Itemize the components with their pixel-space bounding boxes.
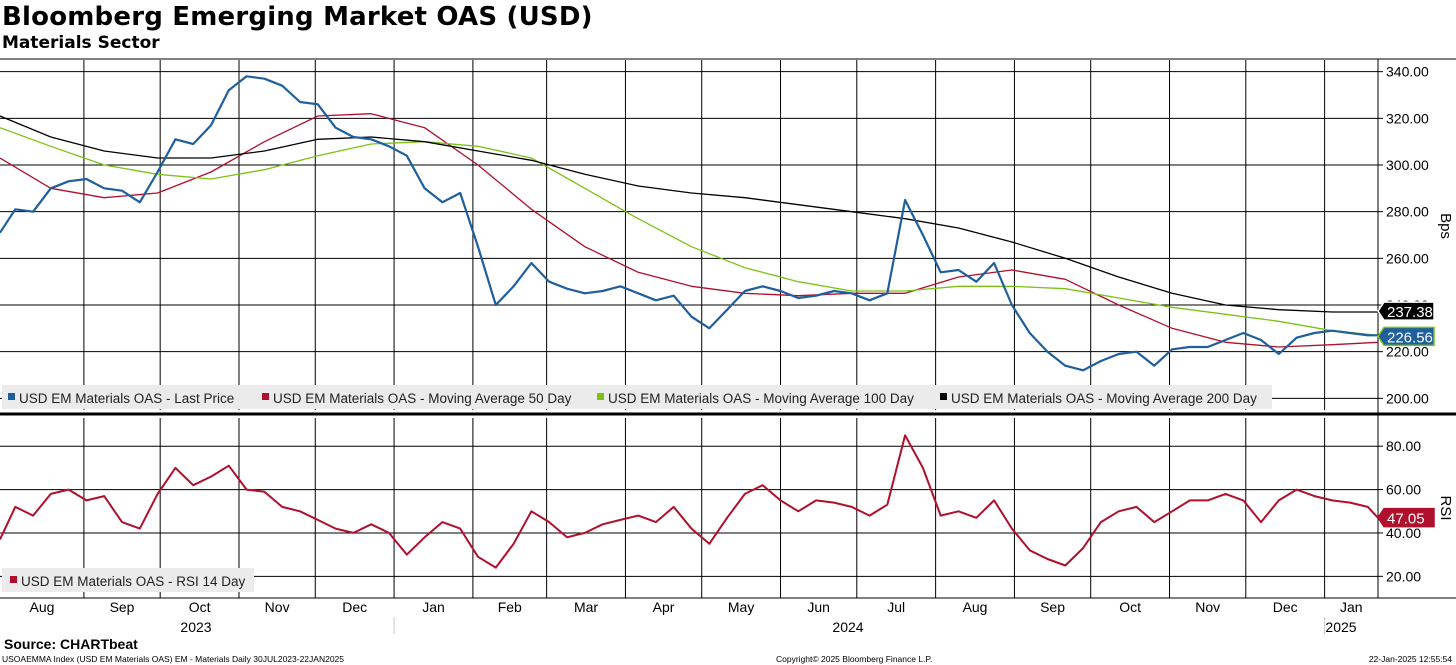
oas-ytick-label: 320.00 bbox=[1386, 110, 1429, 126]
legend-entry: USD EM Materials OAS - Last Price bbox=[19, 391, 234, 406]
month-tick-label: Jun bbox=[807, 599, 830, 615]
month-tick-label: Feb bbox=[498, 599, 522, 615]
month-tick-label: Nov bbox=[1195, 599, 1220, 615]
legend-swatch bbox=[597, 393, 604, 400]
oas-ytick-label: 340.00 bbox=[1386, 64, 1429, 80]
ma200-line bbox=[0, 115, 1378, 313]
legend-entry: USD EM Materials OAS - Moving Average 50… bbox=[273, 391, 572, 406]
year-label: 2023 bbox=[180, 619, 211, 635]
oas-ytick-label: 200.00 bbox=[1386, 390, 1429, 406]
month-tick-label: Aug bbox=[963, 599, 988, 615]
legend-entry: USD EM Materials OAS - RSI 14 Day bbox=[21, 574, 246, 589]
ma100-line bbox=[0, 127, 1379, 336]
oas-ytick-label: 300.00 bbox=[1386, 157, 1429, 173]
last-price-value-shape bbox=[1377, 326, 1435, 347]
source-label: Source: CHARTbeat bbox=[4, 636, 138, 652]
rsi-line bbox=[0, 434, 1379, 569]
last-price-value-text: 226.56 bbox=[1387, 329, 1433, 346]
month-tick-label: Jul bbox=[887, 599, 905, 615]
oas-series-group bbox=[0, 75, 1379, 372]
month-tick-label: Dec bbox=[1273, 599, 1298, 615]
rsi-ytick-label: 20.00 bbox=[1386, 568, 1421, 584]
footer-ticker-info: USOAEMMA Index (USD EM Materials OAS) EM… bbox=[2, 654, 345, 664]
oas-axis-label: Bps bbox=[1437, 213, 1454, 239]
month-tick-label: Sep bbox=[110, 599, 135, 615]
year-label: 2024 bbox=[832, 619, 863, 635]
month-tick-label: Jan bbox=[1340, 599, 1363, 615]
last-price-value: 226.56 bbox=[1377, 326, 1435, 347]
rsi-series-group bbox=[0, 434, 1379, 569]
month-tick-label: Oct bbox=[189, 599, 211, 615]
oas-ytick-label: 280.00 bbox=[1386, 204, 1429, 220]
month-tick-label: Jan bbox=[422, 599, 445, 615]
month-tick-label: Aug bbox=[30, 599, 55, 615]
ma50-line bbox=[0, 113, 1379, 348]
legend-group: USD EM Materials OAS - Last Price USD EM … bbox=[2, 385, 1272, 592]
ma200-last-value-text: 237.38 bbox=[1387, 304, 1433, 321]
legend-swatch bbox=[940, 393, 947, 400]
oas-ytick-label: 260.00 bbox=[1386, 250, 1429, 266]
month-tick-label: Apr bbox=[653, 599, 675, 615]
legend-entry: USD EM Materials OAS - Moving Average 10… bbox=[608, 391, 914, 406]
rsi-ytick-label: 60.00 bbox=[1386, 482, 1421, 498]
legend-swatch bbox=[262, 393, 269, 400]
ma200-last-value-shape bbox=[1377, 301, 1435, 321]
legend-swatch bbox=[8, 393, 15, 400]
last-price-line bbox=[0, 75, 1378, 372]
month-tick-label: Sep bbox=[1040, 599, 1065, 615]
chart-subtitle: Materials Sector bbox=[2, 33, 160, 53]
month-tick-label: May bbox=[728, 599, 754, 615]
last-value-badges: 237.38 226.56 47.05 bbox=[1377, 301, 1435, 528]
month-tick-label: Oct bbox=[1119, 599, 1141, 615]
rsi-legend-box bbox=[2, 568, 254, 592]
rsi-ytick-label: 40.00 bbox=[1386, 525, 1421, 541]
chart-frame bbox=[0, 58, 1456, 599]
rsi-ytick-label: 80.00 bbox=[1386, 438, 1421, 454]
year-label: 2025 bbox=[1325, 619, 1356, 635]
footer-copyright: Copyright© 2025 Bloomberg Finance L.P. bbox=[776, 654, 933, 664]
rsi-axis-label: RSI bbox=[1437, 495, 1454, 520]
rsi-last-value-text: 47.05 bbox=[1387, 511, 1425, 528]
rsi-last-value-shape bbox=[1377, 507, 1435, 528]
chart-title: Bloomberg Emerging Market OAS (USD) bbox=[2, 2, 593, 32]
oas-legend-box bbox=[2, 385, 1272, 409]
month-tick-label: Mar bbox=[574, 599, 598, 615]
axis-labels: Aug Sep Oct Nov Dec Jan Feb Mar Apr May Jun Jul Aug S… bbox=[30, 64, 1454, 635]
month-tick-label: Nov bbox=[265, 599, 290, 615]
oas-ytick-label: 220.00 bbox=[1386, 344, 1429, 360]
rsi-last-value: 47.05 bbox=[1377, 507, 1435, 528]
month-tick-label: Dec bbox=[342, 599, 367, 615]
footer-timestamp: 22-Jan-2025 12:55:54 bbox=[1368, 654, 1452, 664]
grid-lines bbox=[0, 60, 1378, 598]
ma200-last-value: 237.38 bbox=[1377, 301, 1435, 321]
legend-swatch bbox=[10, 576, 17, 583]
legend-entry: USD EM Materials OAS - Moving Average 20… bbox=[951, 391, 1257, 406]
